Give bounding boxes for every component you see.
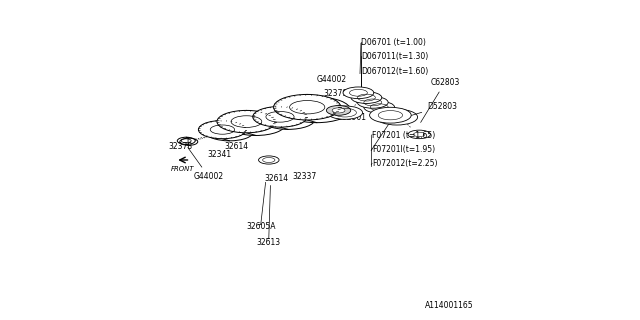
Text: D067012(t=1.60): D067012(t=1.60) bbox=[361, 67, 428, 76]
Text: C62803: C62803 bbox=[420, 78, 460, 123]
Text: 32337: 32337 bbox=[292, 172, 317, 181]
Ellipse shape bbox=[364, 101, 395, 113]
Ellipse shape bbox=[274, 94, 341, 120]
Text: FRONT: FRONT bbox=[172, 166, 195, 172]
Ellipse shape bbox=[180, 138, 198, 145]
Ellipse shape bbox=[408, 130, 431, 139]
Ellipse shape bbox=[253, 107, 307, 127]
Ellipse shape bbox=[283, 97, 351, 123]
Text: G44002: G44002 bbox=[188, 148, 224, 181]
Ellipse shape bbox=[357, 97, 388, 108]
Ellipse shape bbox=[217, 110, 276, 133]
Ellipse shape bbox=[370, 107, 412, 123]
Text: A114001165: A114001165 bbox=[425, 301, 474, 310]
Ellipse shape bbox=[376, 109, 418, 125]
Ellipse shape bbox=[227, 113, 285, 135]
Text: 32613: 32613 bbox=[257, 238, 281, 247]
Text: G32901: G32901 bbox=[337, 113, 366, 122]
Text: G44002: G44002 bbox=[316, 75, 346, 84]
Text: D06701 (t=1.00): D06701 (t=1.00) bbox=[361, 38, 426, 47]
Text: F072012(t=2.25): F072012(t=2.25) bbox=[372, 159, 438, 168]
Ellipse shape bbox=[351, 92, 381, 103]
Ellipse shape bbox=[205, 123, 253, 141]
Text: F07201I(t=1.95): F07201I(t=1.95) bbox=[372, 145, 435, 154]
Ellipse shape bbox=[259, 156, 279, 164]
Text: D52803: D52803 bbox=[393, 102, 457, 121]
Ellipse shape bbox=[332, 108, 345, 113]
Ellipse shape bbox=[198, 121, 246, 139]
Text: 32605A: 32605A bbox=[246, 222, 276, 231]
Text: 32614: 32614 bbox=[225, 142, 249, 151]
Ellipse shape bbox=[326, 106, 351, 115]
Text: 32341: 32341 bbox=[207, 150, 231, 159]
Text: 32614: 32614 bbox=[265, 174, 289, 183]
Ellipse shape bbox=[327, 106, 362, 119]
Text: F07201 (t=1.65): F07201 (t=1.65) bbox=[372, 131, 435, 140]
Text: 32379: 32379 bbox=[323, 89, 348, 98]
Ellipse shape bbox=[261, 109, 315, 129]
Ellipse shape bbox=[332, 107, 356, 117]
Text: D067011(t=1.30): D067011(t=1.30) bbox=[361, 52, 428, 61]
Ellipse shape bbox=[343, 87, 374, 99]
Text: 32378: 32378 bbox=[169, 142, 193, 151]
